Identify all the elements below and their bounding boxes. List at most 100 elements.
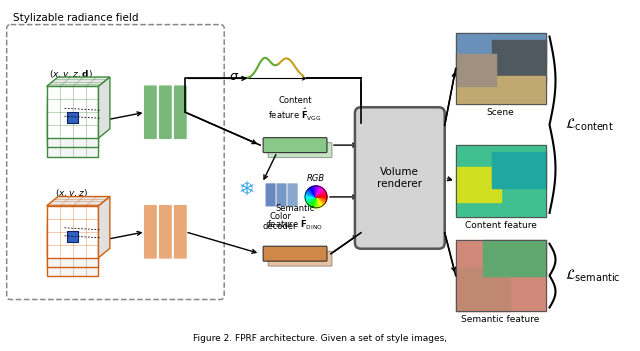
Polygon shape <box>307 191 316 197</box>
Text: Content
feature $\hat{\mathbf{F}}_{\mathrm{VGG}}$: Content feature $\hat{\mathbf{F}}_{\math… <box>268 96 322 123</box>
Polygon shape <box>312 186 316 197</box>
FancyBboxPatch shape <box>67 231 78 242</box>
Polygon shape <box>316 197 324 205</box>
Polygon shape <box>316 197 323 206</box>
Polygon shape <box>305 195 316 197</box>
Text: Scene: Scene <box>487 108 515 117</box>
Polygon shape <box>316 197 326 203</box>
Polygon shape <box>314 186 316 197</box>
Text: Figure 2. FPRF architecture. Given a set of style images,: Figure 2. FPRF architecture. Given a set… <box>193 335 447 343</box>
Polygon shape <box>316 197 327 199</box>
Polygon shape <box>305 197 316 201</box>
Polygon shape <box>47 197 110 206</box>
Polygon shape <box>314 197 316 208</box>
Polygon shape <box>310 197 316 207</box>
Text: $(x, y, z, \mathbf{d})$: $(x, y, z, \mathbf{d})$ <box>49 68 93 81</box>
Polygon shape <box>315 197 316 208</box>
Polygon shape <box>312 186 316 197</box>
Polygon shape <box>316 186 318 197</box>
Text: RGB: RGB <box>307 174 325 184</box>
Polygon shape <box>316 197 326 203</box>
Polygon shape <box>310 187 316 197</box>
Polygon shape <box>316 197 317 208</box>
FancyBboxPatch shape <box>355 107 445 249</box>
Polygon shape <box>316 186 319 197</box>
Polygon shape <box>312 197 316 207</box>
Polygon shape <box>316 195 327 197</box>
Polygon shape <box>316 197 321 207</box>
Polygon shape <box>47 215 99 267</box>
Polygon shape <box>316 197 325 204</box>
Polygon shape <box>316 193 327 197</box>
Polygon shape <box>305 192 316 197</box>
Polygon shape <box>316 187 323 197</box>
Polygon shape <box>47 225 99 276</box>
Polygon shape <box>316 197 327 200</box>
FancyBboxPatch shape <box>158 204 172 259</box>
FancyBboxPatch shape <box>143 204 157 259</box>
Polygon shape <box>308 189 316 197</box>
Polygon shape <box>47 105 99 157</box>
Polygon shape <box>316 189 324 197</box>
FancyBboxPatch shape <box>265 183 276 207</box>
Polygon shape <box>305 197 316 198</box>
FancyBboxPatch shape <box>173 204 188 259</box>
FancyBboxPatch shape <box>158 85 172 140</box>
Polygon shape <box>305 193 316 197</box>
Text: ❄: ❄ <box>238 180 254 199</box>
Polygon shape <box>307 197 316 204</box>
Text: $(x, y, z)$: $(x, y, z)$ <box>54 187 88 200</box>
FancyBboxPatch shape <box>263 246 327 261</box>
Polygon shape <box>316 190 325 197</box>
Polygon shape <box>316 186 317 197</box>
Polygon shape <box>47 77 110 86</box>
Polygon shape <box>306 191 316 197</box>
Text: Stylizable radiance field: Stylizable radiance field <box>13 13 138 22</box>
Polygon shape <box>305 196 316 197</box>
Polygon shape <box>316 196 327 197</box>
Polygon shape <box>310 197 316 206</box>
Polygon shape <box>316 188 323 197</box>
Polygon shape <box>310 187 316 197</box>
Polygon shape <box>316 197 321 207</box>
Polygon shape <box>307 197 316 203</box>
Polygon shape <box>307 190 316 197</box>
Polygon shape <box>47 86 99 138</box>
Polygon shape <box>316 197 326 201</box>
Polygon shape <box>47 206 99 258</box>
Polygon shape <box>316 186 321 197</box>
Text: Content feature: Content feature <box>465 221 536 230</box>
Polygon shape <box>99 197 110 258</box>
Polygon shape <box>312 197 316 208</box>
Polygon shape <box>308 188 316 197</box>
Polygon shape <box>315 186 316 197</box>
FancyBboxPatch shape <box>67 112 78 123</box>
Text: Volume
renderer: Volume renderer <box>378 167 422 189</box>
Text: $\sigma$: $\sigma$ <box>229 70 239 83</box>
Polygon shape <box>316 191 326 197</box>
Polygon shape <box>99 77 110 138</box>
Polygon shape <box>308 197 316 206</box>
Polygon shape <box>316 197 323 206</box>
FancyBboxPatch shape <box>143 85 157 140</box>
Polygon shape <box>308 197 316 205</box>
Text: $\mathcal{L}_{\mathrm{content}}$: $\mathcal{L}_{\mathrm{content}}$ <box>566 117 614 133</box>
Polygon shape <box>316 197 318 208</box>
Polygon shape <box>305 197 316 200</box>
Text: $\mathcal{L}_{\mathrm{semantic}}$: $\mathcal{L}_{\mathrm{semantic}}$ <box>566 267 621 284</box>
Polygon shape <box>316 197 319 208</box>
Polygon shape <box>316 191 326 197</box>
Polygon shape <box>316 192 326 197</box>
FancyBboxPatch shape <box>276 183 287 207</box>
Polygon shape <box>305 197 316 199</box>
Polygon shape <box>47 96 99 147</box>
Polygon shape <box>316 187 321 197</box>
FancyBboxPatch shape <box>268 251 332 266</box>
Polygon shape <box>306 197 316 203</box>
FancyBboxPatch shape <box>268 143 332 158</box>
FancyBboxPatch shape <box>287 183 298 207</box>
FancyBboxPatch shape <box>173 85 188 140</box>
Text: Color
decoder: Color decoder <box>263 212 298 231</box>
Polygon shape <box>316 197 327 198</box>
Text: Semantic feature: Semantic feature <box>461 316 540 324</box>
